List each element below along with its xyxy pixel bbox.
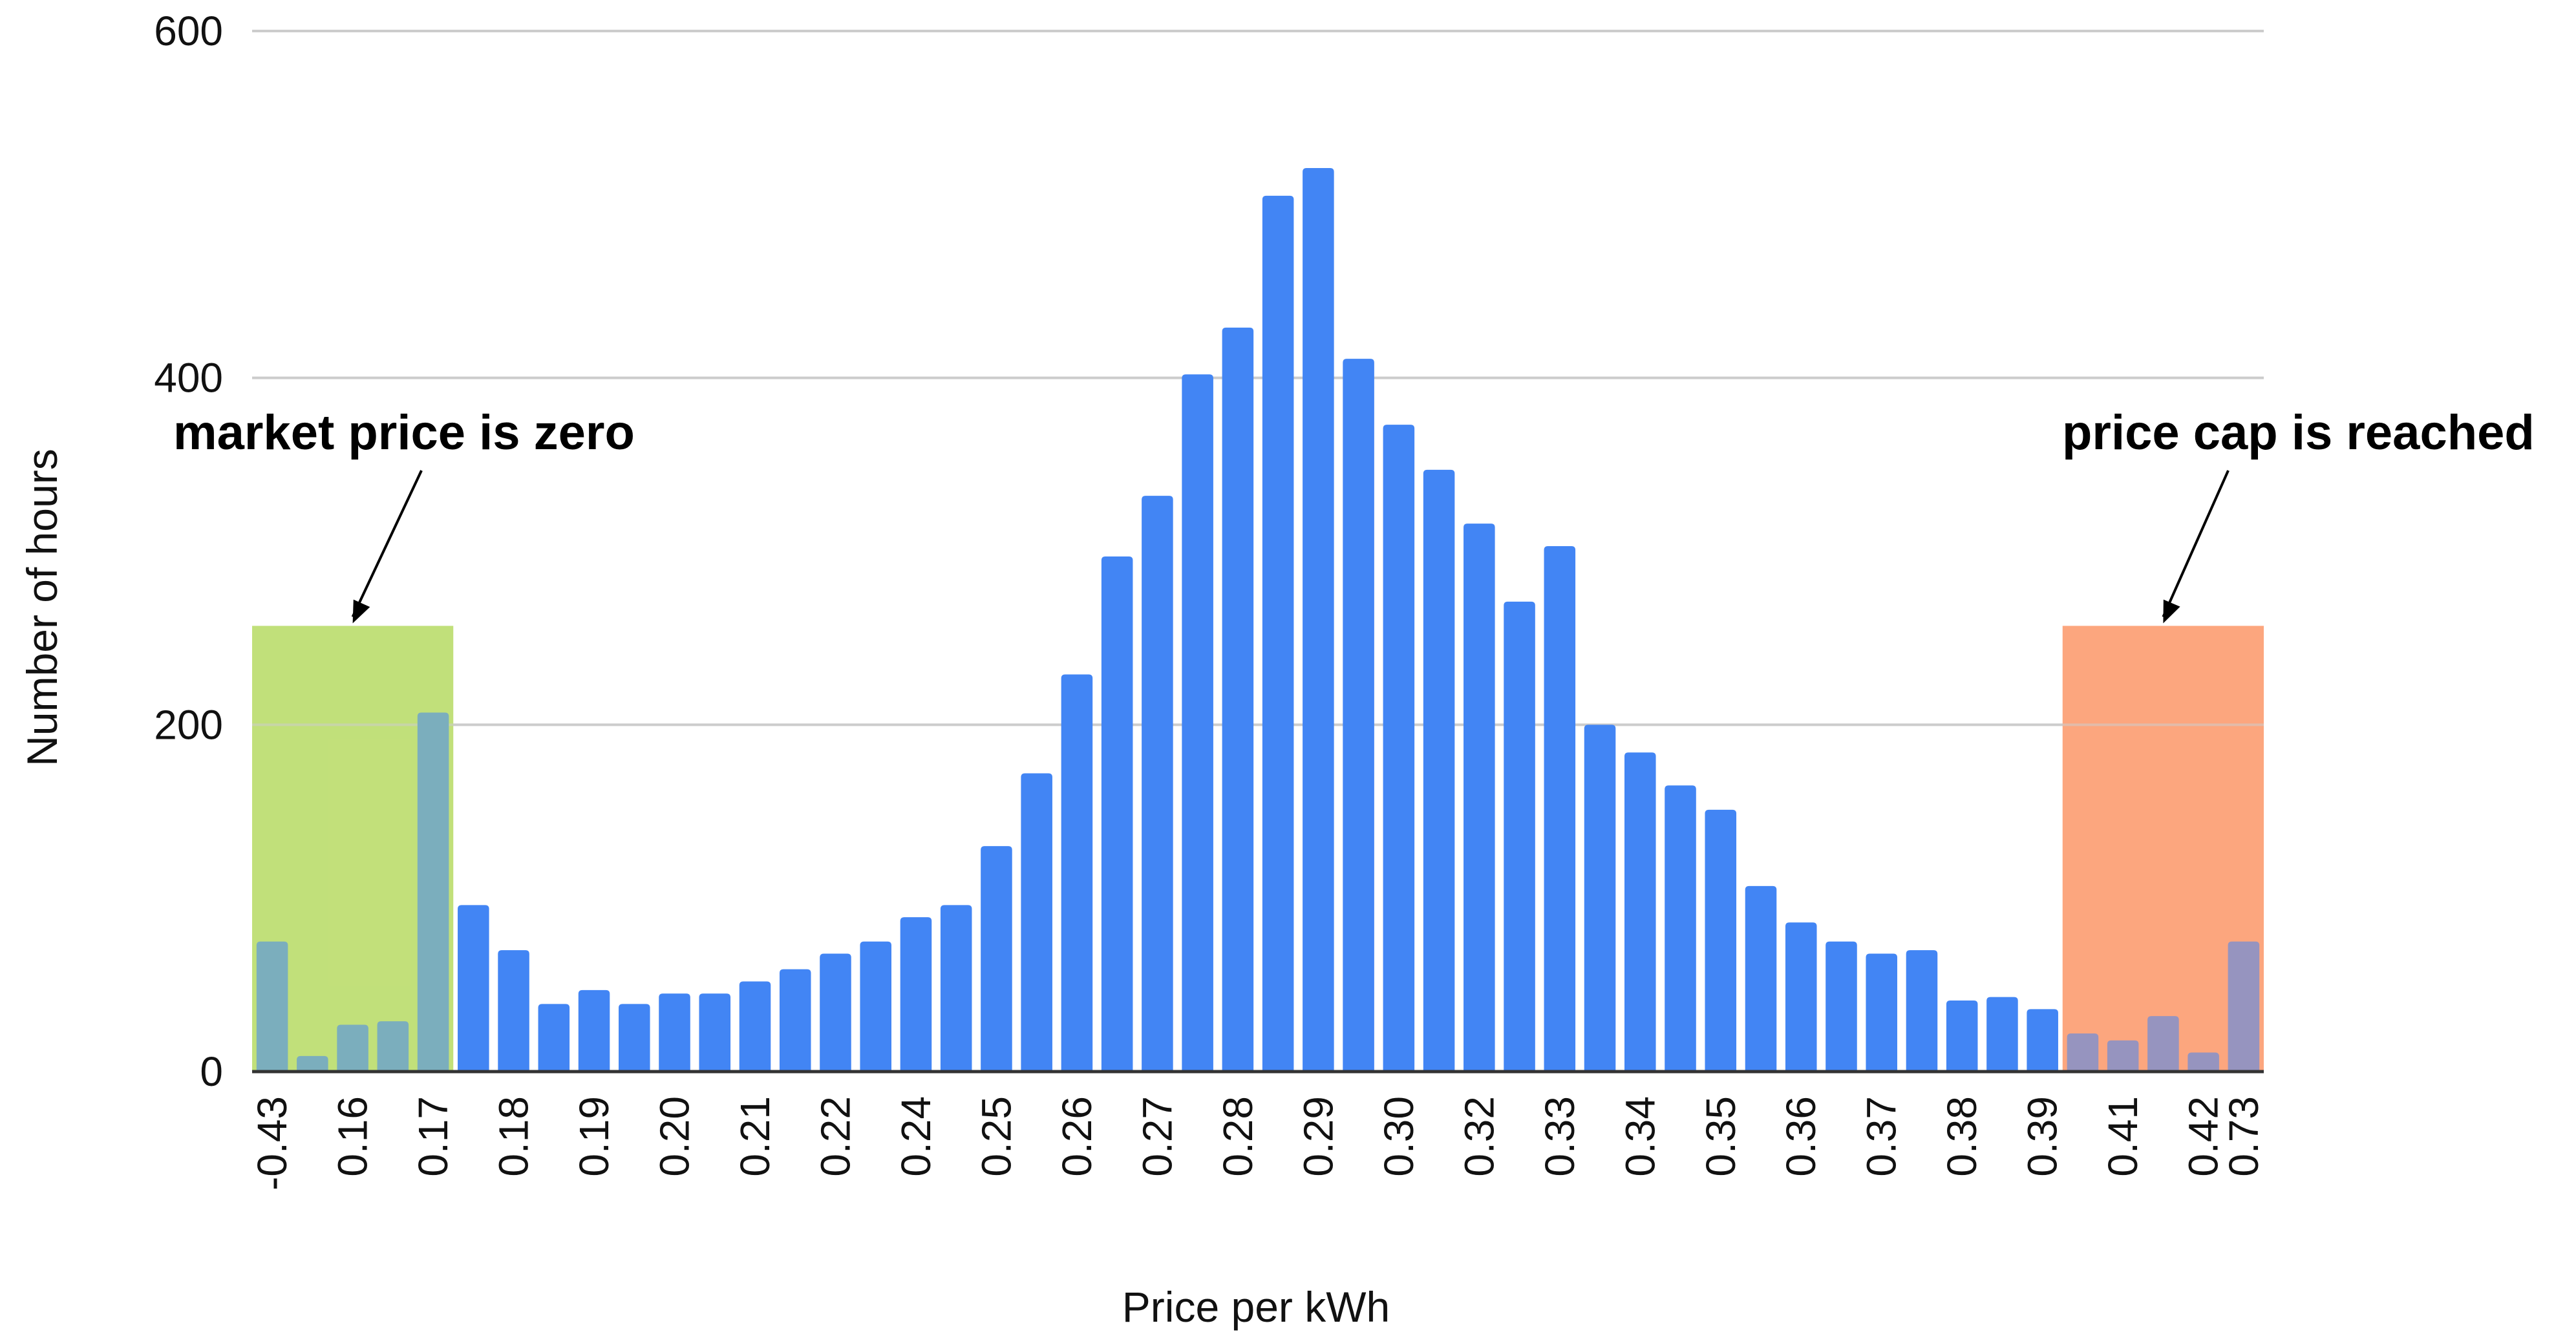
y-tick-label-200: 200: [154, 701, 223, 748]
bar-16: [860, 941, 891, 1072]
highlight-overlay-2: [2062, 626, 2264, 1072]
annotation-label-1: market price is zero: [173, 405, 635, 460]
bar-38: [1745, 885, 1777, 1072]
x-tick-label-20: 0.36: [1778, 1096, 1824, 1177]
bar-12: [699, 993, 731, 1072]
x-tick-label-16: 0.32: [1456, 1096, 1502, 1177]
bar-11: [659, 993, 690, 1072]
bar-4: [377, 1021, 409, 1072]
annotation-label-2: price cap is reached: [2062, 405, 2535, 460]
bar-23: [1142, 496, 1173, 1072]
bar-20: [1021, 773, 1052, 1072]
x-tick-label-22: 0.38: [1939, 1096, 1985, 1177]
x-tick-label-23: 0.39: [2019, 1096, 2066, 1177]
bar-2: [297, 1055, 328, 1072]
x-tick-label-8: 0.22: [812, 1096, 858, 1177]
x-tick-label-13: 0.28: [1215, 1096, 1261, 1177]
bar-45: [2027, 1009, 2058, 1072]
highlight-overlay-1: [252, 626, 454, 1072]
bar-19: [981, 846, 1012, 1072]
bar-31: [1464, 524, 1495, 1072]
bar-33: [1544, 545, 1576, 1072]
bar-14: [779, 969, 811, 1072]
bar-22: [1101, 556, 1133, 1072]
x-tick-labels: -0.43 0.16 0.17 0.18 0.19 0.20 0.21 0.22 0.24 0.2…: [249, 1096, 2267, 1191]
bar-27: [1303, 167, 1334, 1072]
bar-30: [1423, 469, 1455, 1072]
bar-28: [1343, 359, 1374, 1072]
annotations: market price is zero price cap is reached: [173, 405, 2535, 624]
x-tick-label-11: 0.26: [1054, 1096, 1100, 1177]
x-tick-label-6: 0.20: [652, 1096, 698, 1177]
x-tick-label-7: 0.21: [732, 1096, 778, 1177]
y-axis-title: Number of hours: [18, 449, 66, 767]
x-tick-label-9: 0.24: [893, 1096, 939, 1177]
bar-37: [1705, 809, 1737, 1072]
x-axis-title: Price per kWh: [1122, 1283, 1390, 1331]
bar-32: [1504, 601, 1535, 1072]
x-tick-label-21: 0.37: [1858, 1096, 1905, 1177]
y-tick-label-600: 600: [154, 8, 223, 54]
bars: [256, 167, 2260, 1072]
x-tick-label-10: 0.25: [973, 1096, 1019, 1177]
bar-44: [1986, 997, 2018, 1072]
bar-15: [820, 953, 851, 1072]
annotation-arrowhead-2: [2163, 599, 2180, 624]
highlight-overlays: [252, 626, 2264, 1072]
bar-40: [1826, 941, 1857, 1072]
bar-46: [2067, 1033, 2099, 1072]
bar-3: [337, 1024, 368, 1072]
bar-34: [1584, 725, 1616, 1072]
bar-1: [256, 941, 288, 1072]
bar-36: [1665, 785, 1696, 1072]
bar-26: [1262, 195, 1294, 1072]
bar-42: [1906, 950, 1938, 1072]
x-tick-label-14: 0.29: [1295, 1096, 1341, 1177]
bar-24: [1182, 374, 1213, 1072]
annotation-arrow-1: [351, 470, 423, 618]
x-tick-label-18: 0.34: [1617, 1096, 1663, 1177]
bar-9: [578, 990, 610, 1072]
bar-50: [2228, 941, 2260, 1072]
x-tick-label-1: -0.43: [249, 1096, 295, 1191]
x-tick-label-25: 0.42: [2180, 1096, 2227, 1177]
x-tick-label-19: 0.35: [1698, 1096, 1744, 1177]
bar-41: [1866, 953, 1897, 1072]
bar-35: [1624, 752, 1656, 1072]
bar-18: [940, 905, 972, 1072]
bar-25: [1222, 327, 1254, 1072]
bar-39: [1785, 922, 1817, 1072]
bar-8: [538, 1004, 570, 1072]
bar-47: [2107, 1040, 2139, 1072]
bar-7: [498, 950, 529, 1072]
y-tick-label-0: 0: [200, 1048, 223, 1095]
x-tick-label-26: 0.73: [2220, 1096, 2267, 1177]
gridlines: [252, 30, 2264, 726]
x-tick-label-24: 0.41: [2100, 1096, 2146, 1177]
x-tick-label-17: 0.33: [1537, 1096, 1583, 1177]
x-tick-label-3: 0.17: [410, 1096, 456, 1177]
bar-21: [1061, 674, 1093, 1072]
bar-48: [2147, 1016, 2179, 1072]
bar-17: [900, 917, 932, 1072]
y-tick-labels: 0 200 400 600: [154, 8, 223, 1095]
bar-5: [417, 712, 449, 1072]
annotation-arrowhead-1: [352, 599, 370, 624]
x-tick-label-2: 0.16: [330, 1096, 376, 1177]
bar-10: [619, 1004, 650, 1072]
x-tick-label-15: 0.30: [1376, 1096, 1422, 1177]
bar-29: [1383, 425, 1415, 1072]
x-tick-label-12: 0.27: [1134, 1096, 1180, 1177]
annotation-arrow-2: [2162, 470, 2230, 618]
bar-49: [2187, 1052, 2219, 1072]
bar-6: [458, 905, 489, 1072]
x-tick-label-4: 0.18: [491, 1096, 537, 1177]
x-tick-label-5: 0.19: [571, 1096, 617, 1177]
bar-13: [739, 981, 771, 1072]
y-tick-label-400: 400: [154, 355, 223, 401]
bar-43: [1946, 1000, 1978, 1072]
